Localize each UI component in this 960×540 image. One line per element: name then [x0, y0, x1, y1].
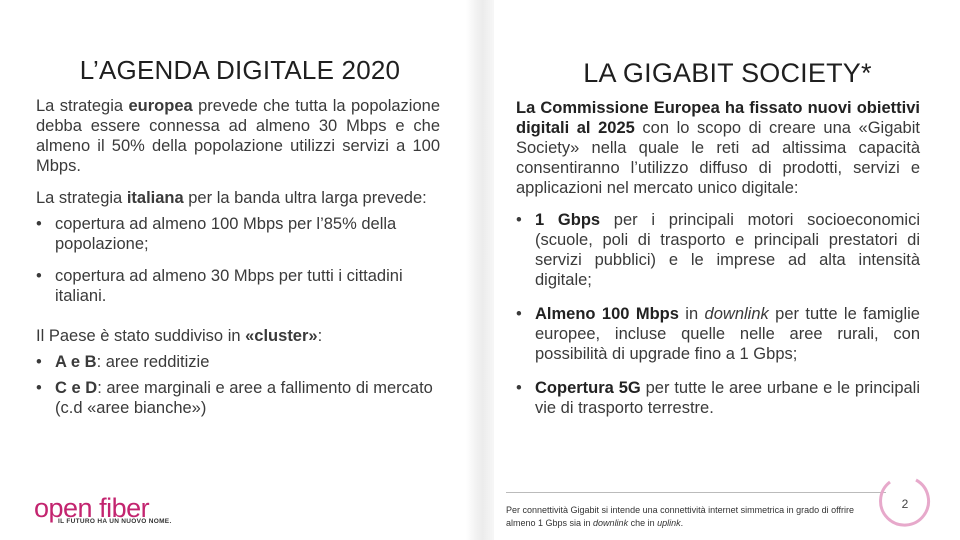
target-label: Copertura 5G [535, 379, 641, 397]
text: per tutte le famiglie europee, incluse q… [535, 305, 920, 363]
emphasis-objectives: La Commissione Europea ha fissato nuovi … [516, 99, 920, 137]
italic-term: uplink [657, 518, 681, 528]
text: . [680, 518, 684, 528]
text: La strategia [36, 97, 129, 115]
list-item: Copertura 5G per tutte le aree urbane e … [516, 378, 920, 418]
list-item: Almeno 100 Mbps in downlink per tutte le… [516, 304, 920, 364]
emphasis-cluster: «cluster» [245, 327, 318, 345]
column-divider [466, 0, 494, 540]
european-strategy-paragraph: La strategia europea prevede che tutta l… [36, 96, 440, 176]
emphasis-italiana: italiana [126, 189, 184, 207]
italian-strategy-list: copertura ad almeno 100 Mbps per l’85% d… [36, 214, 440, 306]
commission-paragraph: La Commissione Europea ha fissato nuovi … [516, 98, 920, 198]
list-item: copertura ad almeno 30 Mbps per tutti i … [36, 266, 440, 306]
text: per i principali motori socioeconomici (… [535, 211, 920, 289]
text: : aree redditizie [96, 353, 210, 371]
cluster-paragraph: Il Paese è stato suddiviso in «cluster»: [36, 326, 440, 346]
list-item: copertura ad almeno 100 Mbps per l’85% d… [36, 214, 440, 254]
left-column: La strategia europea prevede che tutta l… [36, 96, 440, 430]
footnote-rule [506, 492, 886, 493]
target-label: Almeno 100 Mbps [535, 305, 679, 323]
italian-strategy-paragraph: La strategia italiana per la banda ultra… [36, 188, 440, 208]
cluster-label: A e B [55, 353, 97, 371]
list-item: 1 Gbps per i principali motori socioecon… [516, 210, 920, 290]
cluster-list: A e B: aree redditizie C e D: aree margi… [36, 352, 440, 418]
page-number: 2 [901, 497, 909, 511]
text: per la banda ultra larga prevede: [183, 189, 427, 207]
text: La strategia [36, 189, 127, 207]
target-label: 1 Gbps [535, 211, 601, 229]
text: che in [628, 518, 658, 528]
gigabit-targets-list: 1 Gbps per i principali motori socioecon… [516, 210, 920, 418]
text: per tutte le aree urbane e le principali… [535, 379, 921, 417]
text: Il Paese è stato suddiviso in [36, 327, 246, 345]
emphasis-europea: europea [128, 97, 193, 115]
text: : [317, 327, 323, 345]
text: : aree marginali e aree a fallimento di … [55, 379, 433, 417]
logo-wordmark: open fiber [34, 493, 150, 523]
text: con lo scopo di creare una «Gigabit Soci… [516, 119, 920, 197]
cluster-label: C e D [55, 379, 98, 397]
page-ring-icon [879, 478, 930, 527]
right-column-title: LA GIGABIT SOCIETY* [583, 58, 872, 89]
italic-term: downlink [593, 518, 629, 528]
logo-tagline: IL FUTURO HA UN NUOVO NOME. [58, 518, 172, 525]
text: prevede che tutta la popolazione debba e… [36, 97, 440, 175]
open-fiber-logo: open fiber IL FUTURO HA UN NUOVO NOME. [34, 494, 174, 530]
text: Per connettività Gigabit si intende una … [506, 505, 855, 528]
list-item: C e D: aree marginali e aree a falliment… [36, 378, 440, 418]
list-item: A e B: aree redditizie [36, 352, 440, 372]
italic-term: downlink [704, 305, 769, 323]
footnote: Per connettività Gigabit si intende una … [506, 504, 876, 530]
text: in [678, 305, 705, 323]
right-column: La Commissione Europea ha fissato nuovi … [516, 98, 920, 430]
left-column-title: L’AGENDA DIGITALE 2020 [79, 55, 401, 86]
